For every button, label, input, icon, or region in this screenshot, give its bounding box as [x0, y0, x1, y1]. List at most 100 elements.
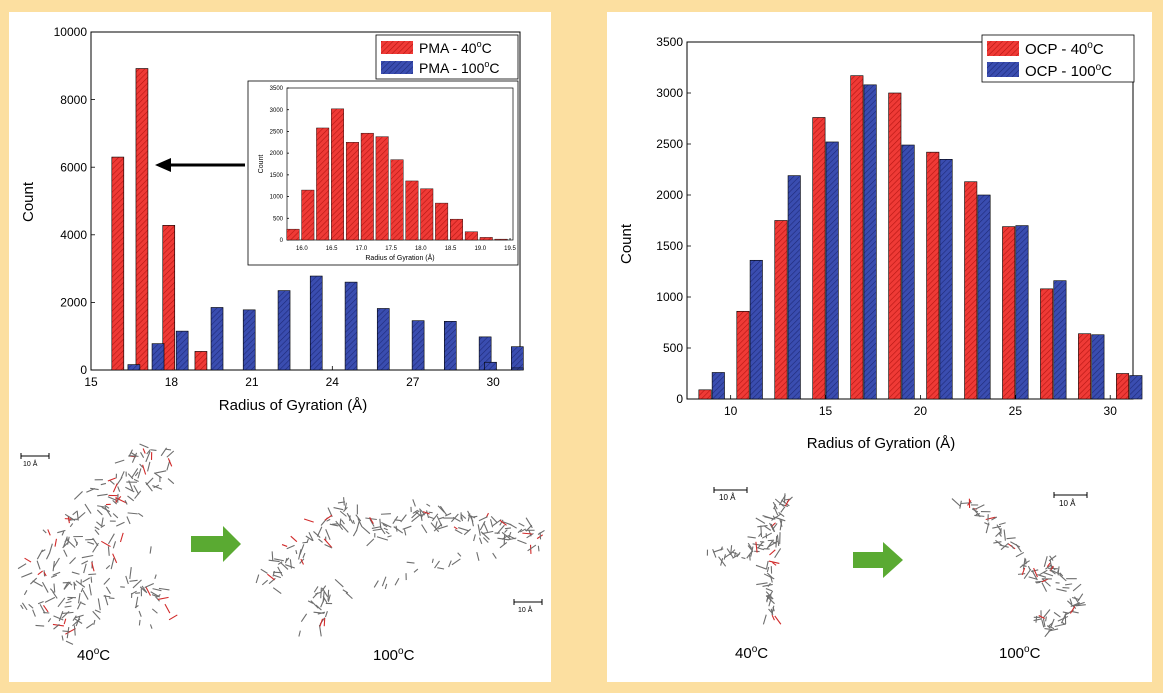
scale-bar-right-molecule: 10 Å	[1053, 492, 1088, 508]
bar-red	[135, 68, 149, 371]
y-tick-label: 4000	[60, 228, 87, 242]
x-tick-label: 30	[487, 375, 501, 389]
bar-blue	[344, 281, 358, 371]
inset-bar	[345, 142, 359, 241]
y-tick-label: 3500	[656, 35, 683, 49]
inset-bar	[494, 238, 508, 241]
y-tick-label: 2500	[656, 137, 683, 151]
x-tick-label: 25	[1009, 404, 1023, 418]
bar-red	[774, 220, 788, 400]
bar-red	[1002, 226, 1016, 400]
inset-bar	[450, 218, 463, 241]
y-tick-label: 2000	[656, 188, 683, 202]
right-figure-panel: 0 500 1000 1500 2000 2500 3000 3500 10 15 20 25 30 …	[607, 12, 1152, 682]
y-tick-label: 500	[663, 341, 683, 355]
bar-blue	[127, 364, 141, 371]
legend: OCP - 40oC OCP - 100oC	[981, 34, 1135, 83]
caption-100c: 100oC	[373, 646, 415, 664]
x-tick-label: 20	[914, 404, 928, 418]
svg-text:10 Å: 10 Å	[518, 605, 533, 614]
y-tick-label: 10000	[54, 25, 88, 39]
inset-bar	[390, 159, 404, 241]
inset-bar	[375, 136, 389, 241]
legend-label-ocp-40: OCP - 40oC	[1025, 40, 1104, 58]
x-axis-label: Radius of Gyration (Å)	[807, 435, 955, 452]
inset-y-axis-label: Count	[258, 155, 265, 174]
bar-red	[850, 75, 864, 400]
y-tick-label: 500	[273, 216, 284, 222]
y-tick-label: 2000	[270, 151, 284, 157]
bar-blue	[1091, 334, 1105, 400]
bar-blue	[242, 309, 256, 371]
scale-bar-bottom-right: 10 Å	[513, 599, 543, 614]
x-tick-label: 10	[724, 404, 738, 418]
x-tick-label: 21	[245, 375, 259, 389]
bar-blue	[901, 144, 915, 400]
legend-swatch-blue	[987, 62, 1019, 77]
bar-blue	[1015, 225, 1029, 400]
caption-100c: 100oC	[999, 644, 1041, 662]
green-transition-arrow	[191, 526, 241, 562]
pma-molecule-100c-image	[255, 497, 545, 637]
bar-blue	[443, 321, 457, 371]
bar-blue	[376, 308, 390, 371]
bar-red	[1040, 288, 1054, 400]
bar-blue	[511, 346, 524, 371]
inset-bar	[301, 189, 315, 241]
ocp-molecule-40c-image	[706, 493, 793, 625]
scale-bar-top-left: 10 Å	[20, 453, 50, 468]
bar-blue	[939, 159, 953, 400]
x-tick-label: 18.0	[415, 246, 427, 252]
x-tick-label: 15	[819, 404, 833, 418]
x-tick-label: 19.0	[474, 246, 486, 252]
svg-text:10 Å: 10 Å	[719, 493, 736, 502]
bar-blue	[151, 343, 165, 371]
y-tick-label: 1000	[270, 195, 284, 201]
inset-bar	[360, 132, 374, 241]
bar-blue	[825, 141, 839, 400]
bar-blue	[787, 175, 801, 400]
plot-frame	[90, 31, 521, 371]
legend-label-ocp-100: OCP - 100oC	[1025, 62, 1112, 80]
bar-blue	[863, 84, 877, 400]
bar-blue	[484, 361, 497, 371]
green-transition-arrow	[853, 542, 903, 578]
y-tick-label: 1500	[270, 173, 284, 179]
inset-bar	[316, 127, 330, 241]
y-tick-label: 8000	[60, 93, 87, 107]
y-tick-label: 1000	[656, 290, 683, 304]
y-axis-label: Count	[618, 223, 635, 264]
bar-red	[964, 181, 978, 400]
x-axis-label: Radius of Gyration (Å)	[219, 397, 367, 414]
bar-red	[194, 351, 208, 371]
left-figure-panel: 0 2000 4000 6000 8000 10000 15 18 21 24 27 30 Coun…	[9, 12, 551, 682]
y-tick-label: 0	[280, 238, 284, 244]
inset-x-axis-label: Radius of Gyration (Å)	[365, 253, 434, 262]
x-tick-label: 24	[326, 375, 340, 389]
bar-red	[926, 151, 940, 400]
inset-bar	[420, 188, 434, 241]
x-tick-label: 16.5	[326, 246, 338, 252]
x-tick-label: 17.0	[355, 246, 367, 252]
y-tick-label: 0	[676, 392, 683, 406]
bar-blue	[1129, 375, 1143, 400]
y-tick-label: 2500	[270, 130, 284, 136]
inset-bar	[405, 180, 419, 241]
bar-red	[162, 225, 176, 371]
y-tick-label: 3000	[270, 108, 284, 114]
legend-swatch-red	[987, 41, 1019, 56]
bar-blue	[309, 275, 323, 371]
inset-bar	[286, 228, 300, 241]
pma-molecule-40c-image	[17, 443, 178, 645]
scale-bar-left-molecule: 10 Å	[713, 487, 748, 502]
y-tick-label: 6000	[60, 160, 87, 174]
bar-red	[111, 156, 125, 371]
ocp-molecule-100c-image	[951, 498, 1086, 638]
bar-red	[888, 92, 902, 400]
bar-blue	[411, 320, 425, 371]
caption-40c: 40oC	[77, 646, 110, 664]
